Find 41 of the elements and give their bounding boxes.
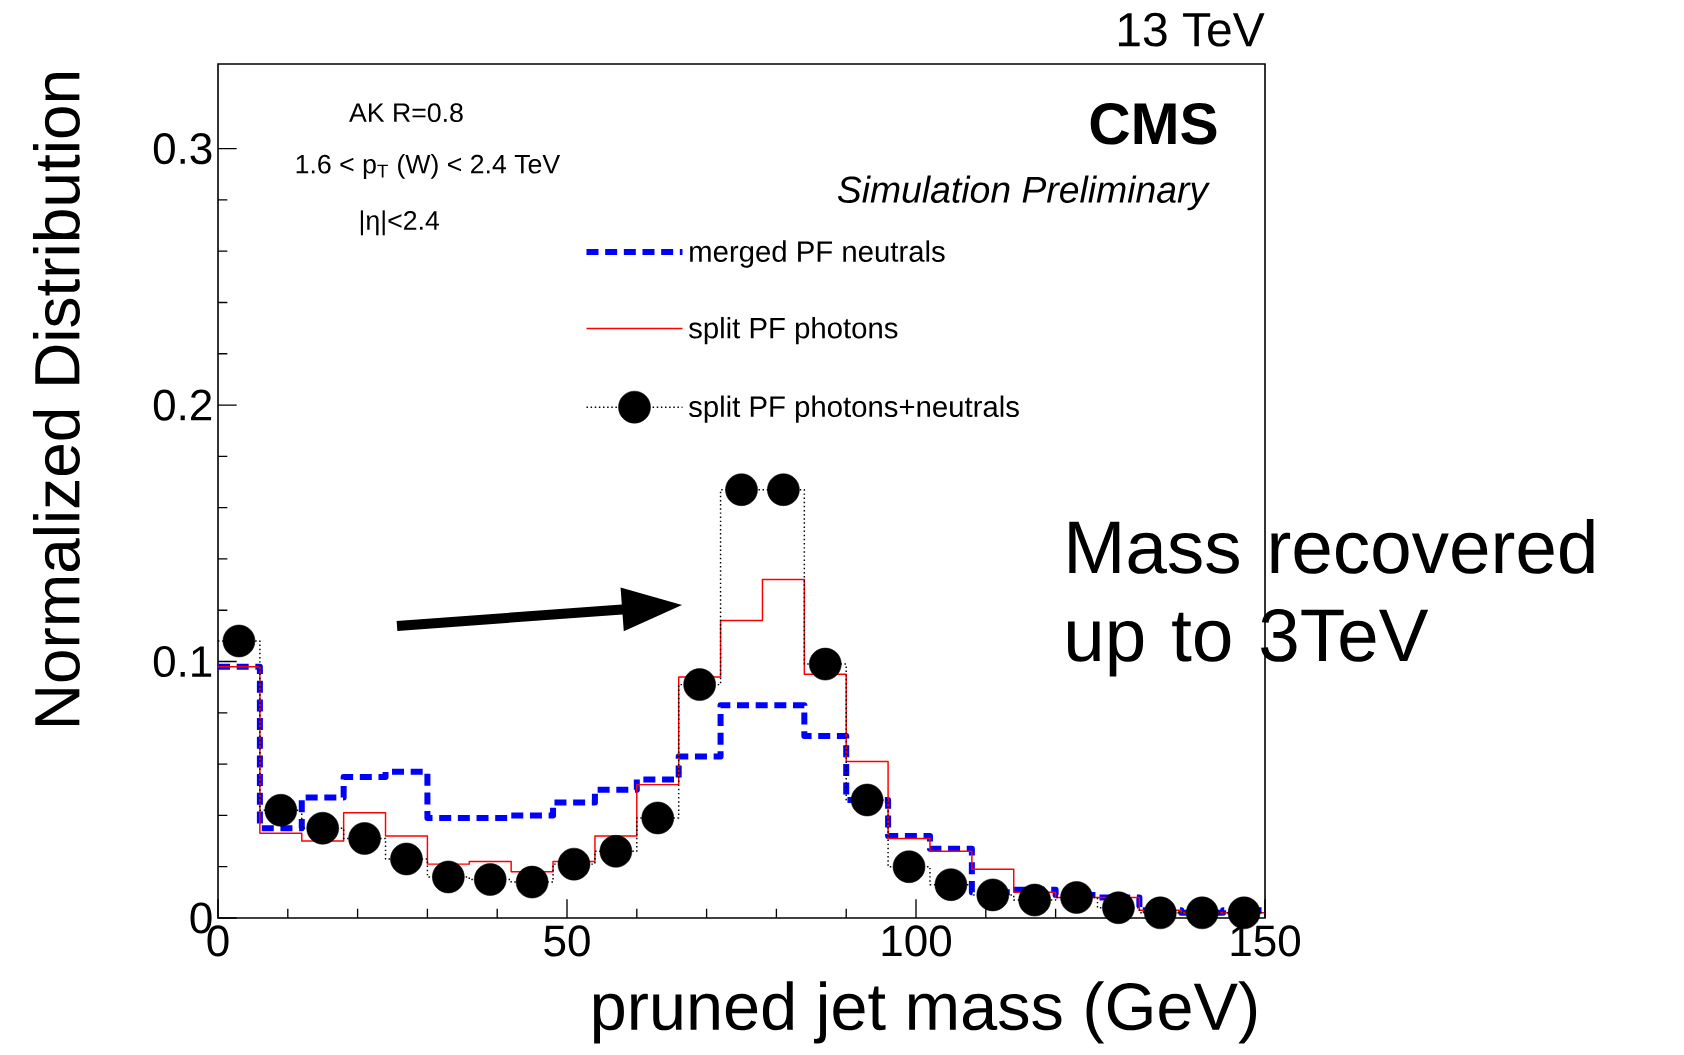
- text: 13 TeV: [1118, 12, 1265, 47]
- point: [264, 794, 298, 827]
- x-tick-label: 100: [882, 925, 951, 957]
- annotation: CMS: [1090, 103, 1217, 145]
- legend-label: merged PF neutrals: [690, 240, 945, 268]
- legend-label: split PF photons: [688, 316, 898, 345]
- y-tick-label: 0.3: [153, 133, 212, 165]
- y-tick-label: 0.1: [153, 645, 212, 678]
- point: [725, 473, 758, 506]
- point: [306, 811, 339, 845]
- legend-label: split PF photons+neutrals: [688, 395, 1019, 423]
- point: [473, 863, 507, 896]
- annotation: AK R=0.8: [349, 103, 463, 123]
- point: [641, 801, 675, 835]
- point: [767, 473, 800, 506]
- x-tick-label: 50: [544, 925, 590, 957]
- point: [599, 835, 633, 868]
- point: [934, 868, 968, 901]
- point: [892, 850, 926, 883]
- y-axis-title: Normalized Distribution: [32, 73, 80, 726]
- point: [1018, 883, 1051, 917]
- point: [515, 865, 549, 899]
- x-axis-title: pruned jet mass (GeV): [593, 981, 1257, 1044]
- point: [1144, 896, 1177, 930]
- point: [976, 878, 1010, 912]
- point: [1060, 881, 1093, 914]
- point: [222, 624, 256, 658]
- annotation: 1.6 < p$_{T}$ (W) < 2.4 TeV: [296, 154, 561, 179]
- point: [557, 847, 591, 881]
- point: [432, 860, 465, 894]
- point: [683, 668, 716, 701]
- point: [390, 842, 423, 876]
- point: [348, 822, 381, 855]
- point: [1102, 891, 1135, 924]
- annotation: |η|<2.4: [360, 210, 440, 236]
- point: [809, 647, 842, 681]
- x-tick-label: 150: [1231, 925, 1300, 957]
- point: [850, 783, 884, 817]
- point: [1185, 896, 1219, 930]
- annotation: Simulation Preliminary: [837, 175, 1210, 211]
- y-tick-label: 0.2: [153, 389, 212, 421]
